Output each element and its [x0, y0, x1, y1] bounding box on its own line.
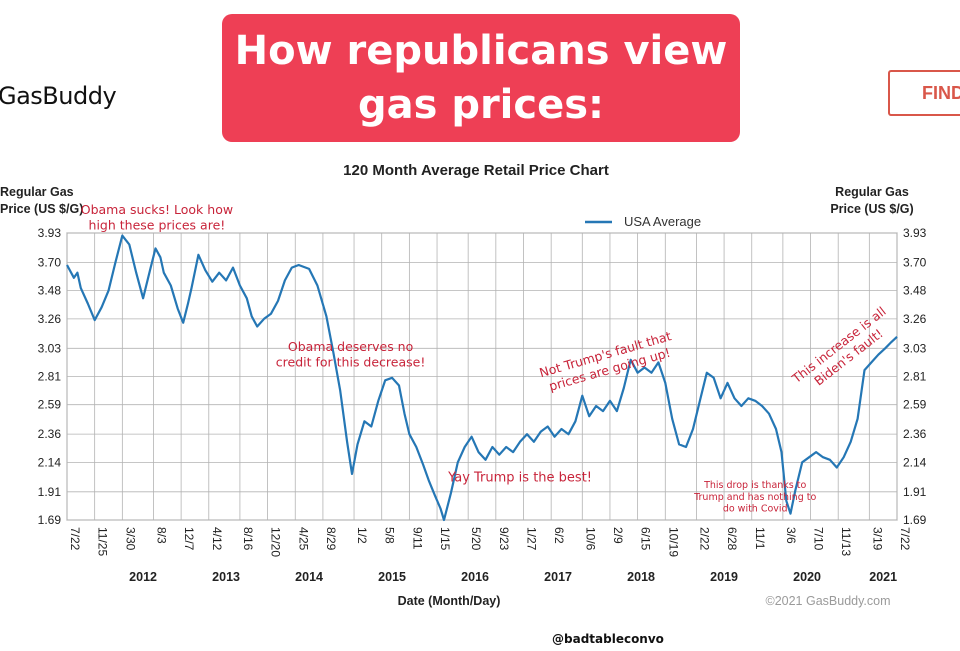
y-axis-label-left-line2: Price (US $/G): [0, 202, 83, 216]
annotation-line: Yay Trump is the best!: [447, 471, 592, 486]
y-tick-label-left: 2.14: [38, 455, 62, 469]
x-tick-label: 11/1: [753, 527, 767, 550]
gas-price-chart: 120 Month Average Retail Price Chart Reg…: [0, 162, 927, 608]
legend-label: USA Average: [624, 214, 701, 229]
x-tick-label: 8/29: [324, 527, 338, 551]
y-tick-label-right: 3.70: [903, 255, 927, 269]
banner-line-1: How republicans view: [234, 28, 728, 74]
annotation-line: Obama sucks! Look how: [81, 202, 233, 217]
x-tick-label: 3/6: [784, 527, 798, 544]
y-axis-label-left-line1: Regular Gas: [0, 185, 74, 199]
x-tick-label: 5/8: [383, 527, 397, 544]
year-label: 2017: [544, 570, 572, 584]
x-tick-label: 12/7: [182, 527, 196, 551]
annotation-yay-trump: Yay Trump is the best!: [447, 471, 592, 486]
x-tick-label: 9/11: [410, 527, 424, 550]
x-tick-label: 5/20: [469, 527, 483, 551]
x-tick-label: 6/2: [552, 527, 566, 544]
y-tick-label-right: 2.14: [903, 455, 927, 469]
y-tick-label-right: 3.26: [903, 312, 927, 326]
x-tick-label: 11/25: [96, 527, 110, 556]
x-tick-label: 8/16: [241, 527, 255, 551]
x-tick-label: 7/22: [68, 527, 82, 551]
y-tick-label-left: 2.59: [38, 398, 62, 412]
x-tick-label: 7/22: [898, 527, 912, 551]
x-tick-label: 6/15: [639, 527, 653, 551]
chart-title: 120 Month Average Retail Price Chart: [343, 162, 609, 179]
x-tick-label: 6/28: [725, 527, 739, 551]
year-label: 2018: [627, 570, 655, 584]
y-tick-label-left: 2.36: [38, 427, 62, 441]
year-label: 2021: [869, 570, 897, 584]
x-tick-label: 3/30: [123, 527, 137, 551]
x-tick-label: 2/9: [611, 527, 625, 544]
x-tick-label: 7/10: [812, 527, 826, 551]
y-tick-label-left: 3.70: [38, 255, 62, 269]
x-tick-label: 1/2: [355, 527, 369, 544]
x-tick-label: 10/6: [583, 527, 597, 551]
x-tick-labels: 7/22 11/25 3/30 8/3 12/7 4/12 8/16 12/20 4/25 8/2…: [68, 527, 912, 557]
banner-line-2: gas prices:: [357, 82, 605, 128]
year-label: 2013: [212, 570, 240, 584]
y-tick-label-left: 1.91: [38, 485, 62, 499]
year-label: 2012: [129, 570, 157, 584]
x-tick-label: 3/19: [870, 527, 884, 551]
y-tick-label-right: 1.69: [903, 513, 927, 527]
annotation-line: credit for this decrease!: [276, 355, 426, 370]
x-tick-label: 4/12: [210, 527, 224, 551]
y-tick-label-left: 3.03: [38, 341, 62, 355]
x-tick-label: 9/23: [497, 527, 511, 551]
x-tick-label: 12/20: [269, 527, 283, 557]
y-tick-label-left: 3.26: [38, 312, 62, 326]
year-labels: 2012 2013 2014 2015 2016 2017 2018 2019 2020 2021: [129, 570, 897, 584]
annotation-line: Trump and has nothing to: [693, 492, 816, 503]
annotation-line: high these prices are!: [89, 217, 226, 232]
y-axis-label-right-line1: Regular Gas: [835, 185, 909, 199]
x-axis-label: Date (Month/Day): [398, 594, 501, 608]
y-tick-label-right: 2.59: [903, 398, 927, 412]
y-tick-labels: 3.93 3.93 3.70 3.70 3.48 3.48 3.26 3.26 3.03 3.03…: [38, 226, 927, 527]
annotation-line: do with Covid: [723, 504, 788, 515]
meme-banner: How republicans view gas prices:: [222, 14, 740, 142]
y-tick-label-right: 3.93: [903, 226, 927, 240]
x-tick-label: 4/25: [296, 527, 310, 551]
x-tick-label: 8/3: [154, 527, 168, 544]
gasbuddy-logo[interactable]: GasBuddy: [0, 82, 117, 110]
x-tick-label: 10/19: [666, 527, 680, 557]
year-label: 2020: [793, 570, 821, 584]
annotation-line: Obama deserves no: [288, 339, 413, 354]
y-tick-label-right: 2.36: [903, 427, 927, 441]
copyright-text: ©2021 GasBuddy.com: [765, 594, 890, 608]
x-tick-label: 1/27: [525, 527, 539, 551]
y-tick-label-right: 3.03: [903, 341, 927, 355]
credit-handle: @badtableconvo: [552, 632, 664, 646]
y-tick-label-left: 1.69: [38, 513, 62, 527]
year-label: 2016: [461, 570, 489, 584]
y-tick-label-right: 1.91: [903, 485, 927, 499]
y-axis-label-right-line2: Price (US $/G): [830, 202, 913, 216]
y-tick-label-left: 2.81: [38, 370, 62, 384]
x-tick-label: 11/13: [839, 527, 853, 556]
y-tick-label-left: 3.93: [38, 226, 62, 240]
series-line-usa-average: [66, 234, 898, 522]
y-tick-label-left: 3.48: [38, 284, 62, 298]
x-tick-label: 1/15: [438, 527, 452, 551]
y-tick-label-right: 3.48: [903, 284, 927, 298]
x-tick-label: 2/22: [697, 527, 711, 551]
year-label: 2015: [378, 570, 406, 584]
find-button[interactable]: FIND: [888, 70, 960, 116]
year-label: 2019: [710, 570, 738, 584]
year-label: 2014: [295, 570, 323, 584]
annotation-line: This drop is thanks to: [703, 480, 806, 491]
y-tick-label-right: 2.81: [903, 370, 927, 384]
